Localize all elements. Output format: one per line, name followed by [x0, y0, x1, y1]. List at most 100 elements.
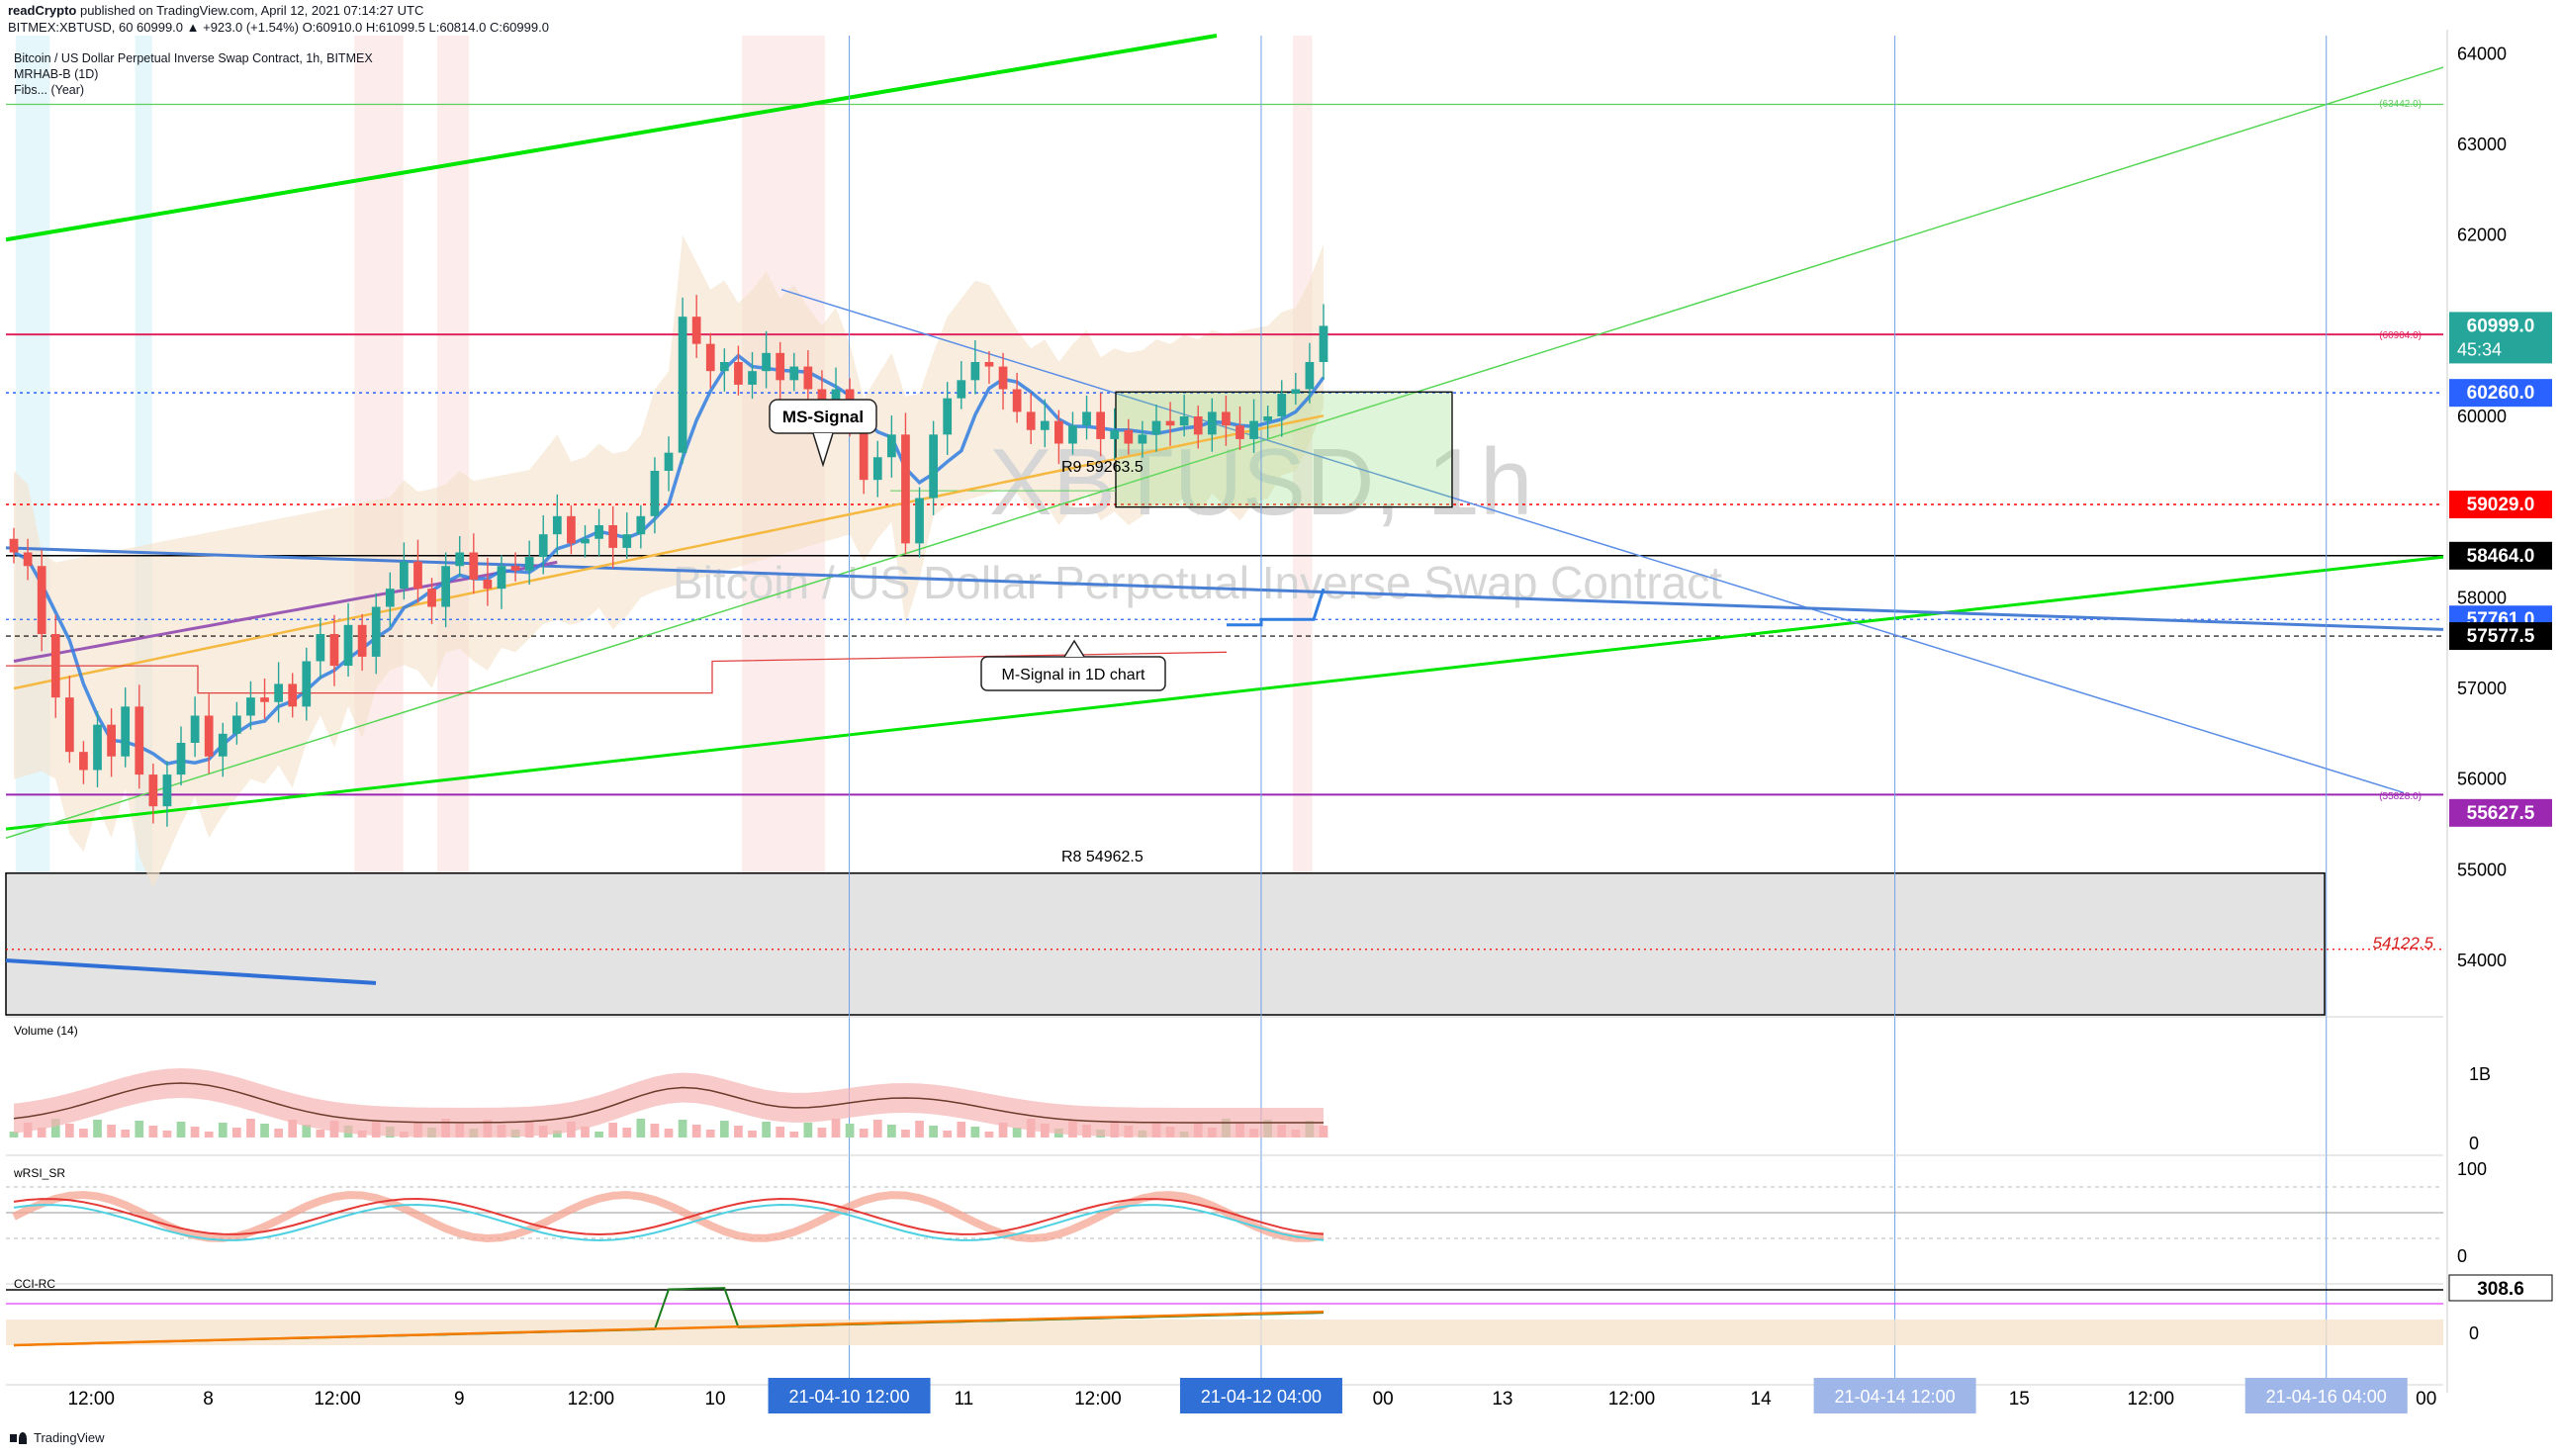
time-tick: 12:00: [1074, 1389, 1122, 1410]
candle-body: [50, 634, 60, 698]
m-signal-1d-line: [5, 546, 2444, 631]
candle-body: [204, 715, 214, 757]
price-label-badge: 60999.0 45:34: [2449, 312, 2552, 364]
candle-body: [162, 774, 172, 807]
legend-indicator-fibs[interactable]: Fibs... (Year): [14, 83, 85, 97]
volume-bar: [636, 1119, 646, 1138]
ms-signal-label: MS-Signal: [782, 408, 864, 426]
candle-body: [316, 634, 325, 662]
candle-body: [64, 697, 74, 753]
tradingview-icon: [10, 1431, 28, 1444]
candle-body: [1068, 425, 1077, 444]
ms-signal-callout: MS-Signal: [769, 399, 877, 468]
price-label-bg: [2449, 491, 2552, 519]
tradingview-logo[interactable]: TradingView: [10, 1430, 105, 1445]
candle-body: [469, 552, 479, 580]
candle-body: [302, 661, 312, 707]
price-label-text: 57577.5: [2467, 626, 2535, 647]
time-tick: 10: [704, 1389, 725, 1410]
candle-body: [121, 706, 131, 757]
time-tick: 9: [454, 1389, 465, 1410]
r8-zone-box: [5, 872, 2326, 1016]
price-tick: 56000: [2457, 770, 2507, 789]
candle-body: [274, 683, 283, 702]
volume-bar: [789, 1132, 799, 1138]
candle-body: [789, 366, 799, 381]
trend-line-upper: [5, 34, 1218, 242]
volatility-cloud: [14, 234, 1324, 888]
candle-body: [37, 566, 46, 634]
trend-line-thin: [5, 66, 2444, 839]
published-text: published on TradingView.com, April 12, …: [76, 3, 424, 18]
candle-body: [929, 434, 938, 499]
session-band: [1292, 36, 1313, 1015]
candle-body: [1249, 420, 1258, 439]
time-highlight-bg: [768, 1378, 931, 1413]
time-tick: 00: [1373, 1389, 1394, 1410]
wrsi-pane-title: wRSI_SR: [13, 1166, 65, 1180]
volume-pane: Volume (14) 1B 0: [9, 1024, 2491, 1153]
time-highlight-text: 21-04-16 04:00: [2266, 1387, 2387, 1407]
legend-title[interactable]: Bitcoin / US Dollar Perpetual Inverse Sw…: [14, 51, 373, 65]
price-tick: 60000: [2457, 407, 2507, 426]
candle-body: [329, 634, 339, 667]
author-name[interactable]: readCrypto: [8, 3, 77, 18]
volume-bar: [581, 1127, 590, 1138]
volume-bar: [622, 1128, 632, 1138]
volume-bar: [260, 1124, 269, 1138]
candle-body: [190, 715, 200, 743]
time-highlight-badge: 21-04-14 12:00: [1813, 1378, 1976, 1413]
volume-bar: [1012, 1128, 1022, 1138]
legend-indicator-mrhab[interactable]: MRHAB-B (1D): [14, 67, 99, 81]
candles: [9, 295, 1328, 827]
cci-pane-title: CCI-RC: [14, 1277, 55, 1291]
candle-body: [510, 566, 520, 571]
volume-bar: [776, 1127, 785, 1138]
fib-label-60904: (60904.0): [2379, 330, 2422, 341]
candle-body: [872, 457, 882, 481]
candle-body: [23, 552, 33, 567]
volume-bar: [845, 1124, 855, 1138]
candle-body: [608, 525, 618, 548]
volume-bar: [691, 1125, 701, 1138]
publish-info: readCrypto published on TradingView.com,…: [8, 3, 423, 18]
candle-body: [650, 471, 660, 516]
volume-band: [14, 1068, 1324, 1138]
time-tick: 12:00: [67, 1389, 115, 1410]
candle-body: [524, 557, 534, 571]
volume-bar: [719, 1121, 729, 1138]
candle-body: [400, 561, 409, 590]
time-highlight-badge: 21-04-12 04:00: [1179, 1378, 1342, 1413]
candle-body: [246, 697, 255, 716]
candle-body: [705, 343, 715, 372]
m-signal-label: M-Signal in 1D chart: [1002, 667, 1146, 683]
candle-body: [552, 515, 562, 535]
candle-body: [288, 683, 298, 707]
wrsi-signal-red: [13, 1197, 1325, 1236]
volume-bar: [998, 1123, 1008, 1138]
candle-body: [1277, 394, 1287, 416]
candle-body: [636, 515, 646, 535]
volume-bar: [9, 1132, 19, 1138]
candle-body: [93, 724, 102, 771]
candle-body: [1012, 389, 1022, 412]
ticker-line: BITMEX:XBTUSD, 60 60999.0 ▲ +923.0 (+1.5…: [8, 20, 549, 35]
volume-pane-title: Volume (14): [14, 1024, 78, 1038]
candle-body: [719, 362, 729, 372]
volume-bar: [93, 1120, 102, 1138]
candle-body: [371, 606, 381, 657]
candle-body: [218, 733, 228, 757]
candle-body: [1026, 411, 1036, 430]
price-label-text: 60999.0: [2467, 316, 2535, 336]
volume-bar: [121, 1130, 131, 1138]
volume-bar: [901, 1130, 910, 1138]
time-tick: 12:00: [2128, 1389, 2175, 1410]
ms-signal-pointer: [812, 432, 834, 468]
volume-bar: [162, 1131, 172, 1138]
price-tick: 55000: [2457, 860, 2507, 879]
candle-body: [622, 534, 632, 548]
candle-body: [776, 352, 785, 381]
candle-body: [748, 371, 757, 385]
candle-body: [1222, 411, 1231, 426]
